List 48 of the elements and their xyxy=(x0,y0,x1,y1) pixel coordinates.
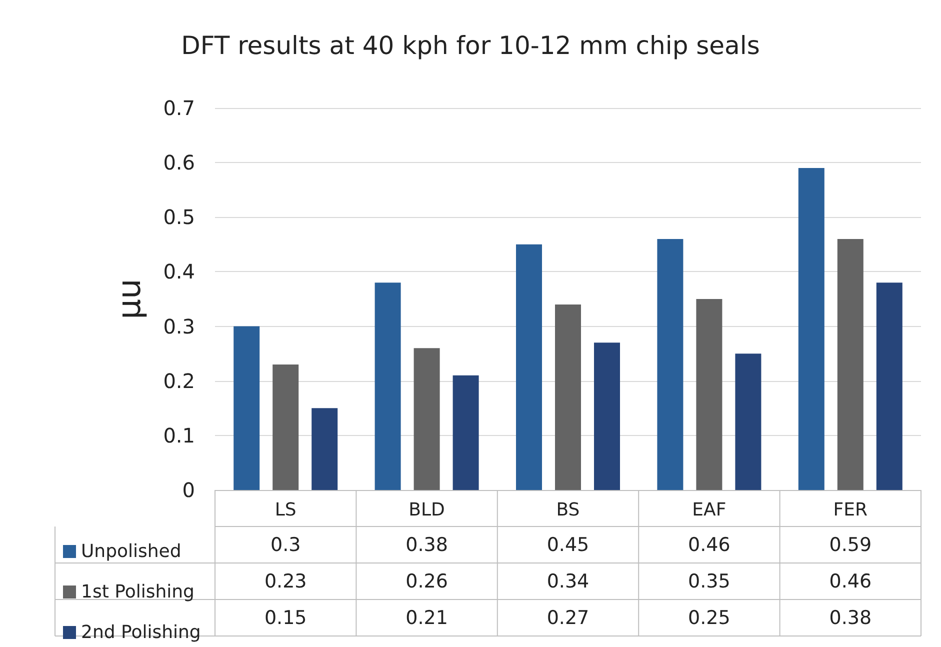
bar xyxy=(234,326,260,490)
bar xyxy=(374,282,401,490)
legend-label: 1st Polishing xyxy=(81,582,194,602)
x-tick-label: BS xyxy=(556,500,580,520)
bar xyxy=(452,375,479,490)
data-label: 0.38 xyxy=(829,606,872,629)
data-label: 0.23 xyxy=(264,570,307,592)
y-tick-label: 0.6 xyxy=(163,150,195,175)
data-label: 0.21 xyxy=(406,606,448,629)
y-tick-label: 0.4 xyxy=(163,260,195,284)
data-label: 0.34 xyxy=(546,570,590,592)
bar xyxy=(272,364,299,490)
bar xyxy=(312,408,338,490)
data-label: 0.46 xyxy=(688,534,730,556)
bar xyxy=(735,354,762,490)
data-label: 0.59 xyxy=(829,534,872,556)
y-axis-title: μu xyxy=(110,278,148,320)
bar xyxy=(798,168,824,490)
x-tick-label: LS xyxy=(274,500,296,520)
bar xyxy=(516,244,542,490)
data-label: 0.25 xyxy=(688,606,730,629)
chart-title: DFT results at 40 kph for 10-12 mm chip seals xyxy=(181,31,760,60)
data-label: 0.46 xyxy=(829,570,872,592)
data-label: 0.15 xyxy=(264,606,307,629)
bar xyxy=(876,282,902,490)
x-tick-label: BLD xyxy=(408,500,445,520)
data-label: 0.35 xyxy=(688,570,730,592)
data-label: 0.38 xyxy=(406,534,448,556)
legend-label: Unpolished xyxy=(81,541,182,562)
y-tick-label: 0.7 xyxy=(163,96,195,120)
bar xyxy=(837,238,864,490)
bar xyxy=(696,299,722,490)
y-tick-label: 0.5 xyxy=(163,205,195,230)
x-tick-label: EAF xyxy=(692,500,726,520)
y-tick-label: 0.2 xyxy=(163,368,195,393)
data-label: 0.45 xyxy=(546,534,590,556)
y-tick-label: 0 xyxy=(182,478,195,502)
data-label: 0.26 xyxy=(406,570,448,592)
x-tick-label: FER xyxy=(833,500,868,520)
data-label: 0.27 xyxy=(546,606,590,629)
legend-label: 2nd Polishing xyxy=(81,622,201,643)
data-label: 0.3 xyxy=(270,534,301,556)
bar xyxy=(594,342,620,490)
y-tick-label: 0.3 xyxy=(163,314,195,338)
y-tick-label: 0.1 xyxy=(163,423,195,448)
bar xyxy=(555,304,581,490)
bar xyxy=(414,348,440,490)
bar xyxy=(657,238,684,490)
